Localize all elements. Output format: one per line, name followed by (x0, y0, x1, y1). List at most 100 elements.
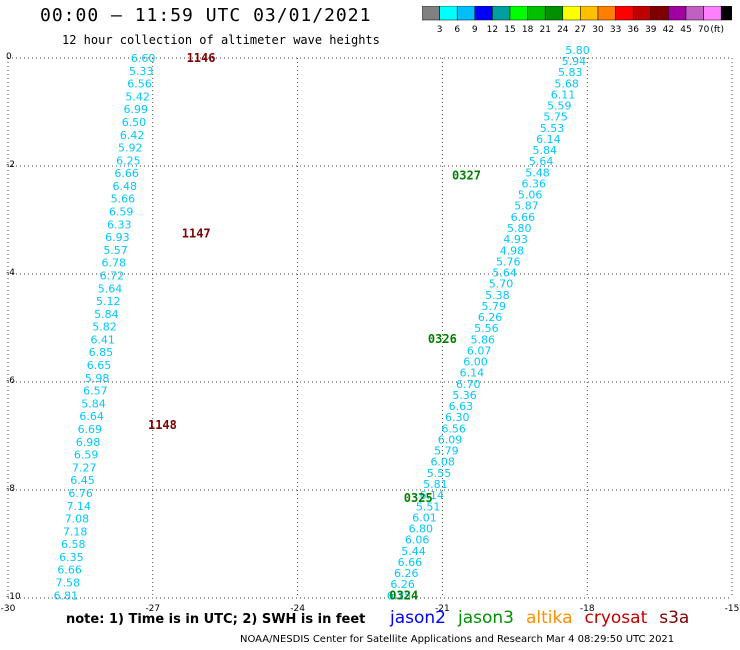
x-tick-label: -15 (725, 604, 740, 614)
wave-height-value: 5.94 (562, 55, 587, 68)
time-label: 0325 (404, 491, 433, 505)
satellite-altika: altika (526, 608, 573, 628)
wave-height-value: 5.83 (558, 66, 583, 79)
wave-height-value: 5.76 (496, 255, 521, 268)
wave-height-value: 6.25 (387, 589, 412, 602)
wave-height-value: 5.84 (532, 144, 557, 157)
wave-height-value: 6.63 (449, 400, 474, 413)
wave-height-value: 6.26 (394, 567, 419, 580)
wave-height-value: 5.64 (98, 282, 123, 295)
wave-height-value: 5.44 (401, 545, 426, 558)
y-tick-label: 0 (6, 52, 12, 62)
wave-height-value: 5.80 (565, 44, 590, 57)
wave-height-value: 6.42 (120, 129, 145, 142)
satellite-jason2: jason2 (390, 608, 446, 628)
wave-height-value: 5.70 (489, 278, 514, 291)
wave-height-value: 6.26 (390, 578, 415, 591)
wave-height-value: 6.98 (76, 436, 101, 449)
x-tick-label: -30 (1, 604, 16, 614)
wave-height-value: 6.60 (131, 52, 156, 65)
wave-height-value: 6.78 (101, 257, 126, 270)
time-label: 1147 (182, 227, 211, 241)
time-label: 0326 (428, 332, 457, 346)
wave-height-value: 5.64 (529, 155, 554, 168)
y-tick-label: -2 (6, 160, 15, 170)
legend-label: 9 (472, 25, 478, 35)
legend-label: 30 (592, 25, 604, 35)
legend-label: 3 (437, 25, 443, 35)
satellite-legend: jason2 jason3 altika cryosat s3a (390, 608, 701, 628)
wave-height-value: 6.33 (107, 218, 132, 231)
wave-height-value: 6.36 (522, 177, 547, 190)
wave-height-value: 5.36 (452, 389, 477, 402)
wave-height-value: 5.68 (554, 77, 579, 90)
wave-height-value: 6.11 (551, 88, 576, 101)
wave-height-value: 5.38 (485, 289, 510, 302)
credit-footer: NOAA/NESDIS Center for Satellite Applica… (240, 634, 675, 645)
wave-height-value: 5.64 (492, 267, 517, 280)
wave-height-value: 7.14 (67, 500, 92, 513)
legend-label: 27 (575, 25, 586, 35)
legend-swatch (720, 6, 732, 21)
x-tick-label: -18 (580, 604, 595, 614)
wave-height-value: 5.79 (434, 445, 459, 458)
legend-label: 15 (504, 25, 515, 35)
wave-height-value: 6.35 (59, 551, 84, 564)
wave-height-value: 5.53 (540, 122, 565, 135)
y-tick-label: -10 (6, 592, 21, 602)
chart-title: 00:00 – 11:59 UTC 03/01/2021 (40, 5, 372, 26)
wave-height-value: 6.70 (456, 378, 481, 391)
x-tick-label: -24 (290, 604, 305, 614)
legend-label: 36 (627, 25, 639, 35)
wave-height-value: 5.84 (81, 397, 106, 410)
y-tick-label: -6 (6, 376, 15, 386)
wave-height-value: 5.66 (111, 193, 136, 206)
wave-height-value: 5.06 (518, 189, 543, 202)
wave-height-value: 6.99 (124, 103, 149, 116)
wave-height-value: 4.93 (503, 233, 528, 246)
chart-subtitle: 12 hour collection of altimeter wave hei… (62, 33, 380, 47)
wave-height-value: 6.08 (430, 456, 455, 469)
wave-height-value: 6.30 (445, 411, 470, 424)
legend-label: 18 (522, 25, 534, 35)
wave-height-value: 6.41 (90, 333, 115, 346)
time-label: 1148 (148, 418, 177, 432)
satellite-cryosat: cryosat (584, 608, 648, 628)
wave-height-value: 6.59 (74, 449, 99, 462)
wave-height-value: 6.64 (79, 410, 104, 423)
legend-label: 24 (557, 25, 569, 35)
wave-height-value: 4.98 (500, 244, 525, 257)
wave-height-value: 5.51 (416, 500, 441, 513)
wave-height-value: 5.80 (507, 222, 532, 235)
time-label: 1146 (187, 51, 216, 65)
satellite-jason3: jason3 (458, 608, 514, 628)
y-tick-label: -4 (6, 268, 15, 278)
wave-height-value: 7.58 (56, 577, 81, 590)
satellite-s3a: s3a (659, 608, 690, 628)
wave-height-value: 6.48 (113, 180, 138, 193)
wave-height-value: 6.59 (109, 206, 134, 219)
wave-height-value: 6.45 (70, 474, 95, 487)
wave-height-value: 6.26 (478, 311, 503, 324)
wave-height-value: 6.65 (87, 359, 112, 372)
legend-label: 42 (663, 25, 674, 35)
legend-label: 39 (645, 25, 657, 35)
wave-height-value: 6.72 (100, 269, 125, 282)
wave-height-value: 6.76 (68, 487, 93, 500)
legend-label: 21 (539, 25, 550, 35)
wave-height-value: 5.79 (481, 300, 506, 313)
wave-height-value: 5.55 (427, 467, 452, 480)
wave-height-value: 6.00 (463, 356, 488, 369)
wave-height-value: 5.12 (96, 295, 121, 308)
wave-height-value: 6.69 (78, 423, 103, 436)
wave-height-value: 6.66 (57, 564, 82, 577)
footnote: note: 1) Time is in UTC; 2) SWH is in fe… (66, 612, 366, 627)
wave-height-value: 6.01 (412, 511, 437, 524)
wave-height-value: 6.56 (441, 422, 466, 435)
color-legend: 3 6 9 12 15 18 21 24 27 30 33 36 39 42 45 70 (ft) (422, 6, 732, 35)
wave-height-value: 5.82 (92, 321, 117, 334)
legend-label: 45 (680, 25, 691, 35)
legend-label: 33 (610, 25, 621, 35)
wave-height-value: 6.66 (114, 167, 139, 180)
